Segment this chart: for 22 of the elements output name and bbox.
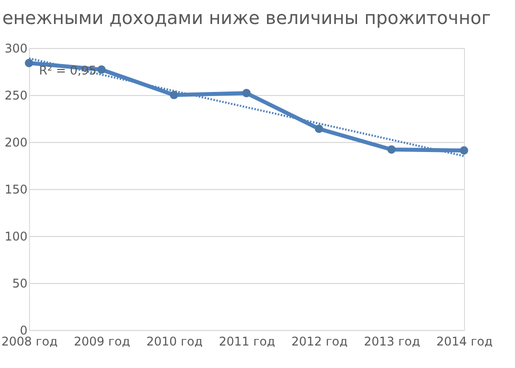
y-tick-label: 0 — [20, 324, 28, 338]
point — [24, 58, 34, 68]
y-tick-label: 150 — [4, 182, 28, 196]
point — [170, 90, 178, 100]
y-tick-label: 100 — [4, 230, 28, 244]
point — [387, 145, 396, 154]
x-tick-label: 2011 год — [218, 334, 276, 348]
y-tick-label: 250 — [4, 88, 28, 102]
y-tick-label: 50 — [12, 276, 28, 290]
x-tick-label: 2009 год — [74, 334, 130, 348]
x-tick-label: 2010 год — [146, 334, 203, 348]
chart-title: енежными доходами ниже величины прожиточног — [2, 8, 491, 29]
x-tick-label: 2012 год — [291, 334, 348, 348]
y-tick-label: 300 — [4, 42, 28, 56]
point — [314, 124, 324, 134]
y-tick-label: 200 — [4, 136, 28, 150]
x-tick-label: 2013 год — [364, 334, 420, 348]
x-tick-label: 2008 год — [1, 334, 58, 348]
point — [460, 146, 468, 155]
point — [242, 88, 251, 98]
point — [97, 65, 106, 74]
x-tick-label: 2014 год — [436, 334, 493, 348]
